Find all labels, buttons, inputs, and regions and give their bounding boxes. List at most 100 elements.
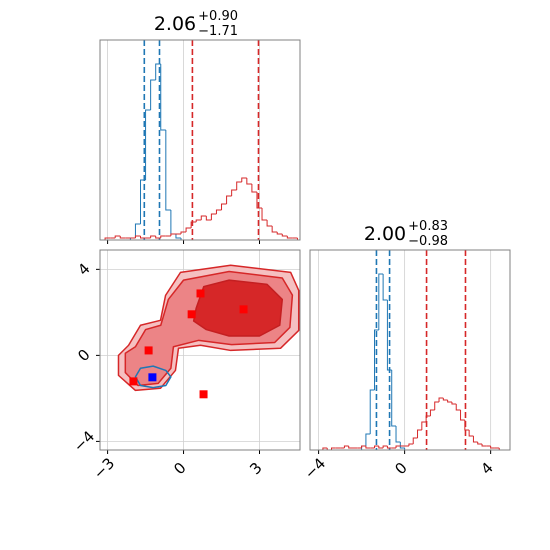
- histogram-step: [165, 130, 171, 211]
- histogram-step: [472, 436, 478, 443]
- histogram-step: [326, 448, 332, 450]
- histogram-step: [382, 445, 388, 448]
- histogram-step: [343, 445, 349, 448]
- histogram-step: [190, 221, 197, 228]
- histogram-step: [286, 236, 293, 239]
- title-upper: +0.90: [198, 9, 238, 24]
- histogram-step: [438, 397, 444, 402]
- histogram-step: [408, 443, 414, 446]
- histogram-step: [421, 421, 427, 430]
- histogram-step: [281, 234, 288, 237]
- title-value: 2.00: [364, 223, 406, 245]
- histogram-step: [271, 226, 278, 233]
- histogram-step: [361, 445, 366, 448]
- histogram-step: [114, 235, 121, 238]
- histogram-step: [391, 370, 397, 427]
- histogram-step: [468, 430, 474, 437]
- histogram-step: [477, 442, 483, 445]
- histogram-step: [150, 235, 156, 238]
- histogram-step: [104, 237, 111, 240]
- plot-area: [100, 40, 300, 240]
- contour: [192, 279, 284, 337]
- plot-area: [117, 264, 300, 399]
- marker: [148, 373, 157, 382]
- marker: [199, 390, 208, 399]
- histogram-step: [429, 409, 435, 416]
- histogram-step: [455, 404, 461, 411]
- histogram-step: [160, 235, 166, 238]
- x-tick-label: −3: [90, 454, 118, 482]
- marker: [187, 310, 196, 319]
- histogram-step: [221, 203, 227, 210]
- x-tick-label: 0: [391, 459, 410, 478]
- x-tick-label: 3: [246, 459, 265, 478]
- histogram-step: [365, 433, 371, 446]
- histogram-step: [490, 446, 495, 449]
- histogram-step: [378, 446, 384, 449]
- histogram-step: [322, 447, 328, 450]
- histogram-step: [399, 442, 405, 449]
- histogram-step: [251, 184, 257, 193]
- histogram-step: [361, 445, 366, 450]
- marker: [196, 289, 205, 298]
- histogram-step: [374, 329, 379, 390]
- histogram-step: [210, 213, 217, 220]
- x-tick-label: −4: [301, 454, 329, 482]
- histogram-step: [170, 210, 176, 235]
- histogram-step: [261, 208, 268, 221]
- histogram-step: [185, 227, 192, 232]
- histogram-step: [160, 64, 166, 131]
- histogram-step: [374, 445, 379, 448]
- histogram-step: [404, 448, 409, 450]
- axes-frame: [99, 249, 301, 451]
- histogram-step: [134, 235, 141, 238]
- y-tick-label: 4: [74, 260, 93, 279]
- histogram-step: [369, 389, 375, 434]
- histogram-step: [205, 216, 212, 221]
- histogram-step: [246, 178, 252, 185]
- x-tick-label: 0: [170, 459, 189, 478]
- histogram-step: [386, 446, 392, 449]
- histogram-step: [145, 109, 151, 180]
- histogram-step: [481, 444, 487, 447]
- histogram-step: [200, 215, 207, 220]
- histogram-step: [331, 447, 336, 450]
- histogram-step: [175, 234, 182, 239]
- histogram-step: [150, 79, 156, 110]
- histogram-step: [226, 195, 232, 204]
- title-lower: −1.71: [198, 24, 238, 39]
- histogram-step: [180, 238, 187, 240]
- histogram-step: [382, 274, 388, 301]
- histogram-step: [256, 192, 263, 209]
- histogram-step: [241, 177, 247, 182]
- plot-area: [310, 250, 508, 450]
- histogram-step: [276, 232, 283, 235]
- histogram-step: [134, 223, 141, 238]
- histogram-step: [236, 181, 242, 190]
- histogram-step: [170, 233, 176, 236]
- histogram-step: [296, 238, 300, 240]
- histogram-step: [460, 410, 465, 421]
- histogram-step: [180, 231, 187, 234]
- histogram-step: [412, 437, 418, 444]
- title-upper: +0.83: [408, 219, 448, 234]
- histogram-step: [140, 236, 146, 239]
- histogram-step: [266, 220, 273, 227]
- histogram-step: [395, 445, 401, 448]
- histogram-step: [348, 446, 354, 449]
- histogram-step: [215, 209, 222, 214]
- y-tick-label: −4: [70, 427, 98, 455]
- contour: [134, 365, 172, 389]
- marker: [129, 377, 138, 386]
- histogram-step: [231, 189, 237, 196]
- title-value: 2.06: [154, 13, 196, 35]
- marker: [239, 305, 248, 314]
- histogram-step: [447, 400, 452, 403]
- x-tick-label: 4: [477, 459, 496, 478]
- histogram-step: [442, 398, 448, 401]
- histogram-step: [395, 426, 401, 443]
- histogram-step: [417, 429, 422, 438]
- marker: [144, 346, 153, 355]
- histogram-step: [498, 448, 504, 450]
